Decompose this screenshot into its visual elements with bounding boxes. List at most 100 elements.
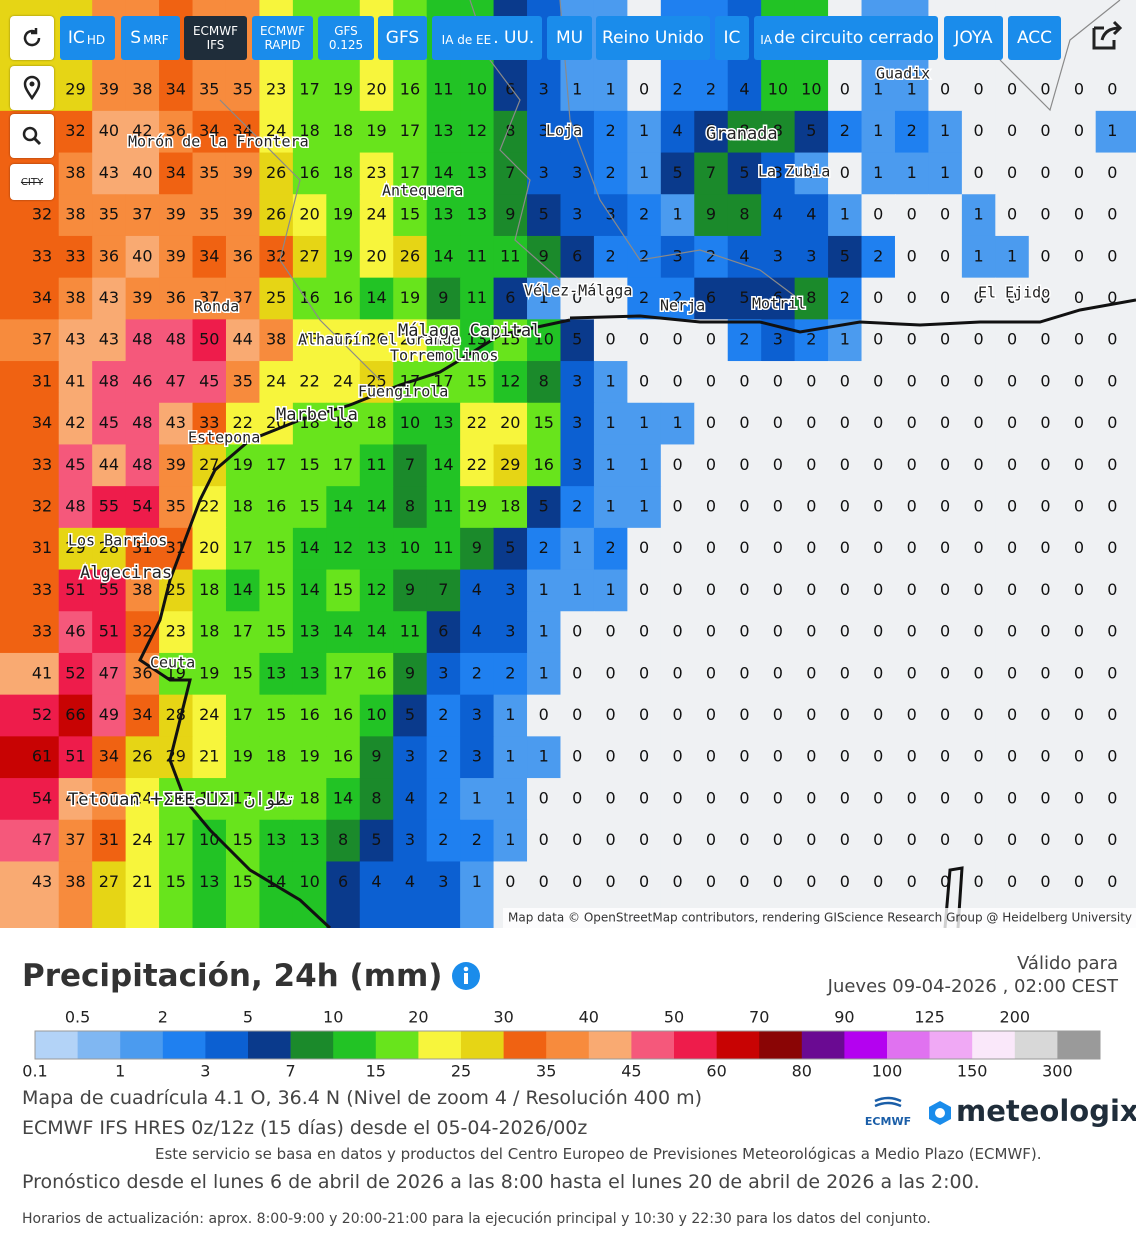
button-label[interactable]: de circuito cerrado bbox=[774, 28, 934, 48]
cell-value: 15 bbox=[400, 205, 420, 224]
legend-swatch bbox=[461, 1031, 504, 1059]
zoom-icon[interactable] bbox=[20, 124, 44, 148]
model-button[interactable]: GFS 0.125 bbox=[318, 16, 374, 60]
zoom-button[interactable] bbox=[10, 114, 54, 158]
button-label[interactable]: 0.125 bbox=[328, 38, 364, 52]
grid-cell bbox=[426, 486, 461, 529]
cell-value: 0 bbox=[1007, 580, 1017, 599]
cell-value: 1 bbox=[505, 705, 515, 724]
cell-value: 0 bbox=[907, 538, 917, 557]
model-button[interactable]: IA de EE. UU. bbox=[432, 16, 542, 60]
refresh-button[interactable] bbox=[10, 16, 54, 60]
cell-value: 0 bbox=[773, 371, 783, 390]
cell-value: 0 bbox=[1074, 580, 1084, 599]
city-toggle[interactable]: CITY bbox=[10, 164, 54, 200]
button-label[interactable]: . UU. bbox=[493, 28, 535, 48]
grid-cell bbox=[627, 569, 662, 612]
button-label[interactable]: ECMWF bbox=[259, 24, 306, 38]
grid-cell bbox=[493, 444, 528, 487]
model-button[interactable]: ACC bbox=[1008, 16, 1061, 60]
grid-cell bbox=[460, 402, 495, 445]
cell-value: 0 bbox=[940, 497, 950, 516]
grid-cell bbox=[761, 194, 796, 237]
button-label[interactable]: S bbox=[130, 28, 142, 48]
model-button[interactable]: Reino Unido bbox=[596, 16, 710, 60]
locate-icon[interactable] bbox=[20, 74, 44, 102]
grid-cell bbox=[794, 402, 829, 445]
button-label[interactable]: IFS bbox=[206, 38, 225, 52]
button-label[interactable]: ACC bbox=[1016, 28, 1053, 48]
grid-cell bbox=[460, 486, 495, 529]
button-label[interactable]: GFS bbox=[334, 24, 358, 38]
button-label[interactable]: MU bbox=[555, 28, 584, 48]
cell-value: 0 bbox=[806, 663, 816, 682]
cell-value: 0 bbox=[606, 622, 616, 641]
place-label: Tetouan ⵜⵉⵟⵟⴰⵡⵉⵏ تطوان bbox=[68, 790, 296, 810]
cell-value: 32 bbox=[266, 246, 286, 265]
info-icon[interactable] bbox=[450, 960, 482, 992]
model-button[interactable]: IC HD bbox=[60, 16, 115, 60]
cell-value: 33 bbox=[65, 246, 85, 265]
grid-cell bbox=[1062, 152, 1097, 195]
button-label[interactable]: IC bbox=[67, 28, 85, 48]
refresh-icon[interactable] bbox=[20, 26, 44, 50]
cell-value: 40 bbox=[132, 163, 152, 182]
grid-cell bbox=[192, 319, 227, 362]
grid-cell bbox=[527, 778, 561, 821]
cell-value: 4 bbox=[739, 246, 749, 265]
button-label[interactable]: RAPID bbox=[264, 38, 301, 52]
legend-swatch bbox=[290, 1031, 334, 1059]
grid-cell bbox=[159, 235, 194, 279]
model-button[interactable]: IA de circuito cerrado bbox=[754, 16, 938, 60]
grid-cell bbox=[292, 819, 327, 862]
grid-cell bbox=[861, 235, 896, 279]
locate-button[interactable] bbox=[10, 66, 54, 110]
button-label[interactable]: JOYA bbox=[954, 28, 993, 48]
model-button[interactable]: ECMWF IFS bbox=[184, 16, 247, 60]
grid-cell bbox=[828, 402, 863, 445]
grid-cell bbox=[928, 569, 963, 612]
cell-value: 0 bbox=[1107, 330, 1117, 349]
button-label[interactable]: IA bbox=[760, 33, 772, 47]
cell-value: 15 bbox=[266, 705, 286, 724]
cell-value: 31 bbox=[132, 538, 152, 557]
cell-value: 0 bbox=[1007, 872, 1017, 891]
model-button[interactable]: IC bbox=[715, 16, 749, 60]
button-label[interactable]: ECMWF bbox=[192, 24, 239, 38]
cell-value: 0 bbox=[873, 538, 883, 557]
legend-frame bbox=[34, 1030, 1101, 1060]
grid-cell bbox=[894, 277, 929, 320]
grid-cell bbox=[460, 819, 495, 862]
button-label[interactable]: Reino Unido bbox=[602, 28, 704, 48]
model-button[interactable]: ECMWF RAPID bbox=[252, 16, 313, 60]
cell-value: 0 bbox=[840, 747, 850, 766]
model-button[interactable]: MU bbox=[547, 16, 592, 60]
button-label[interactable]: MRF bbox=[143, 33, 169, 47]
button-label[interactable]: HD bbox=[86, 33, 106, 47]
grid-cell bbox=[1095, 778, 1136, 821]
cell-value: 19 bbox=[166, 663, 186, 682]
button-label[interactable]: IA de EE bbox=[441, 33, 492, 47]
share-button[interactable] bbox=[1092, 20, 1123, 50]
grid-cell bbox=[1028, 277, 1063, 320]
grid-cell bbox=[727, 110, 762, 154]
cell-value: 2 bbox=[806, 330, 816, 349]
button-label[interactable]: GFS bbox=[385, 28, 420, 48]
cell-value: 0 bbox=[873, 330, 883, 349]
grid-cell bbox=[359, 110, 394, 154]
model-button[interactable]: JOYA bbox=[944, 16, 1003, 60]
share-icon[interactable] bbox=[1092, 20, 1123, 50]
model-button[interactable]: S MRF bbox=[121, 16, 180, 60]
grid-cell bbox=[1095, 319, 1136, 362]
button-label[interactable]: IC bbox=[723, 28, 741, 48]
cell-value: 17 bbox=[266, 455, 286, 474]
place-label: Ronda bbox=[194, 298, 239, 316]
grid-cell bbox=[593, 235, 628, 279]
grid-cell bbox=[527, 361, 561, 404]
cell-value: 8 bbox=[739, 121, 749, 140]
cell-value: 0 bbox=[1007, 371, 1017, 390]
grid-cell bbox=[861, 444, 896, 487]
model-button[interactable]: GFS bbox=[378, 16, 427, 60]
grid-cell bbox=[761, 611, 796, 654]
cell-value: 0 bbox=[572, 872, 582, 891]
